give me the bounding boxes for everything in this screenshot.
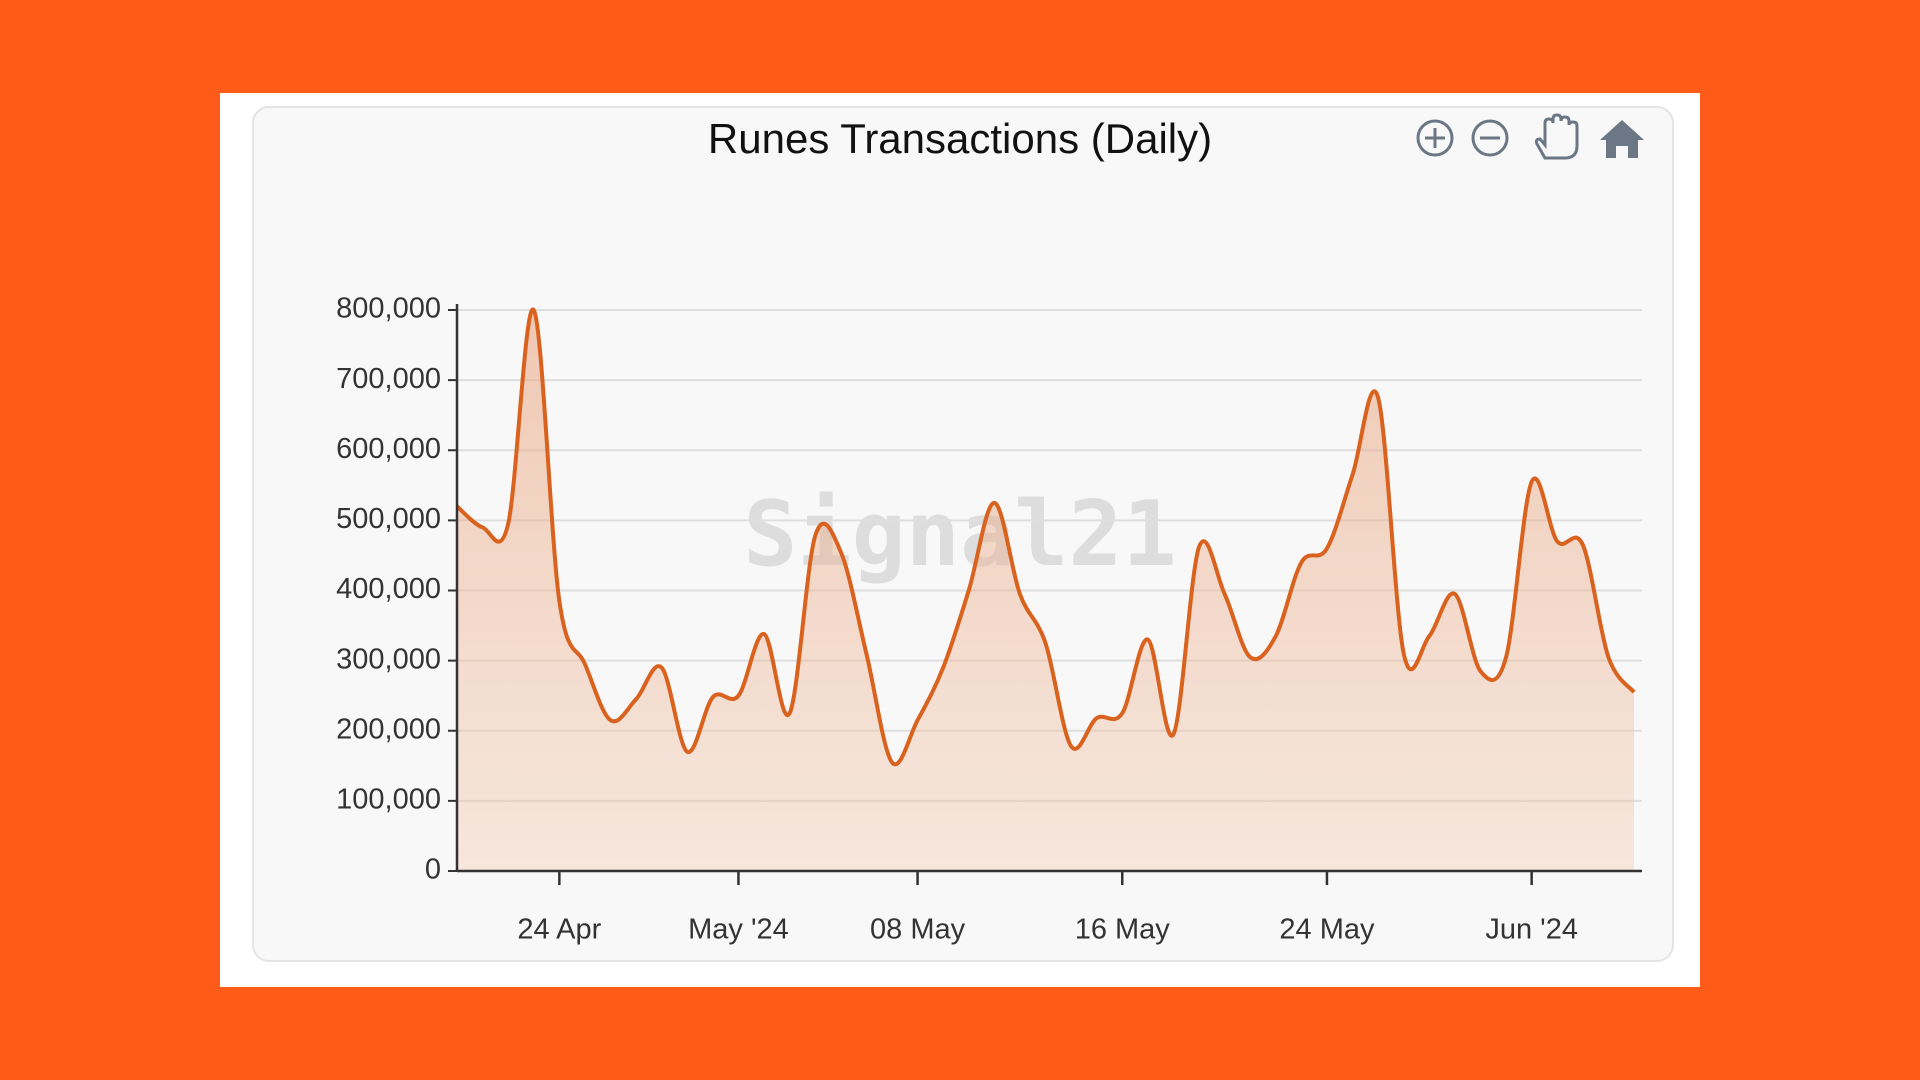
x-tick-label: Jun '24 bbox=[1485, 914, 1578, 946]
area-fill bbox=[457, 309, 1634, 871]
plot-area: Signal210100,000200,000300,000400,000500… bbox=[336, 293, 1642, 946]
x-tick-label: May '24 bbox=[688, 914, 789, 946]
y-tick-label: 700,000 bbox=[336, 363, 441, 395]
y-tick-label: 800,000 bbox=[336, 293, 441, 325]
y-tick-label: 100,000 bbox=[336, 784, 441, 816]
line bbox=[455, 307, 1636, 767]
chart-title: Runes Transactions (Daily) bbox=[708, 115, 1212, 162]
x-tick-label: 24 Apr bbox=[517, 914, 601, 946]
y-tick-label: 0 bbox=[425, 854, 441, 886]
y-tick-label: 500,000 bbox=[336, 503, 441, 535]
zoom-out-button[interactable] bbox=[1471, 119, 1509, 157]
pan-button[interactable] bbox=[1534, 113, 1579, 160]
x-tick-label: 16 May bbox=[1075, 914, 1171, 946]
y-tick-label: 400,000 bbox=[336, 573, 441, 605]
y-tick-label: 300,000 bbox=[336, 643, 441, 675]
x-tick-label: 08 May bbox=[870, 914, 966, 946]
y-tick-label: 600,000 bbox=[336, 433, 441, 465]
x-tick-label: 24 May bbox=[1279, 914, 1375, 946]
y-tick-label: 200,000 bbox=[336, 713, 441, 745]
toolbar bbox=[1416, 113, 1644, 160]
reset-button[interactable] bbox=[1600, 120, 1644, 158]
zoom-in-button[interactable] bbox=[1416, 119, 1454, 157]
